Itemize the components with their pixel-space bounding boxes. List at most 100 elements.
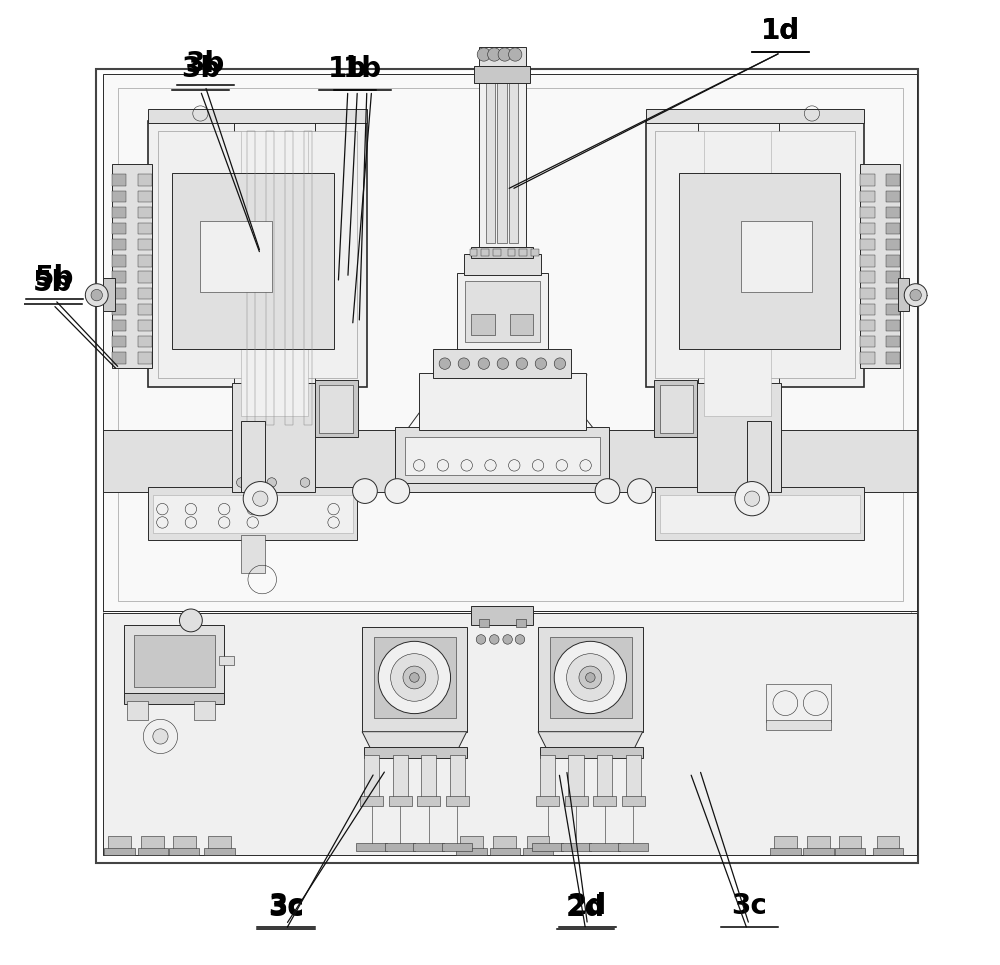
Bar	[803, 847, 834, 855]
Bar	[393, 756, 408, 801]
Bar	[873, 847, 903, 855]
Bar	[622, 796, 645, 806]
Bar	[138, 288, 152, 299]
Circle shape	[353, 479, 377, 504]
Bar	[103, 73, 917, 611]
Circle shape	[567, 653, 614, 702]
Bar	[698, 121, 779, 426]
Polygon shape	[362, 731, 467, 751]
Bar	[112, 271, 126, 283]
Text: 5b: 5b	[33, 269, 73, 297]
Bar	[860, 288, 875, 299]
Bar	[148, 121, 367, 387]
Text: 3c: 3c	[268, 892, 304, 920]
Bar	[538, 627, 643, 731]
Bar	[886, 223, 900, 234]
Bar	[565, 796, 588, 806]
Bar	[138, 175, 152, 185]
Bar	[860, 207, 875, 218]
Bar	[204, 847, 235, 855]
Bar	[138, 847, 168, 855]
Bar	[886, 175, 900, 185]
Bar	[112, 255, 126, 266]
Circle shape	[627, 479, 652, 504]
Bar	[112, 336, 126, 347]
Circle shape	[554, 358, 566, 370]
Bar	[516, 620, 526, 627]
Bar	[774, 837, 797, 850]
Bar	[536, 796, 559, 806]
Bar	[807, 837, 830, 850]
Bar	[112, 223, 126, 234]
Bar	[474, 66, 530, 83]
Bar	[479, 620, 489, 627]
Bar	[208, 837, 231, 850]
Circle shape	[267, 478, 276, 487]
Bar	[285, 130, 293, 426]
Bar	[419, 373, 586, 430]
Bar	[655, 130, 855, 378]
Text: 5b: 5b	[35, 264, 75, 292]
Circle shape	[744, 491, 760, 507]
Bar	[460, 837, 483, 850]
Bar	[138, 336, 152, 347]
Bar	[464, 254, 541, 275]
Bar	[886, 336, 900, 347]
Circle shape	[503, 635, 512, 645]
Bar	[118, 88, 903, 601]
Bar	[356, 843, 387, 850]
Bar	[465, 281, 540, 342]
Circle shape	[497, 358, 509, 370]
Bar	[138, 304, 152, 316]
Bar	[471, 606, 533, 625]
Circle shape	[904, 284, 927, 307]
Text: 1d: 1d	[761, 17, 800, 45]
Bar	[886, 288, 900, 299]
Bar	[835, 847, 865, 855]
Bar	[241, 130, 308, 416]
Bar	[112, 190, 126, 202]
Bar	[510, 315, 533, 335]
Bar	[618, 843, 648, 850]
Circle shape	[516, 358, 528, 370]
Circle shape	[498, 48, 511, 61]
Text: 2d: 2d	[566, 894, 605, 922]
Bar	[442, 843, 472, 850]
Bar	[362, 627, 467, 731]
Bar	[138, 223, 152, 234]
Bar	[241, 421, 265, 492]
Bar	[360, 796, 383, 806]
Bar	[421, 756, 436, 801]
Bar	[886, 190, 900, 202]
Bar	[860, 304, 875, 316]
Bar	[860, 239, 875, 251]
Circle shape	[410, 673, 419, 682]
Bar	[898, 278, 909, 312]
Bar	[860, 223, 875, 234]
Bar	[364, 747, 467, 758]
Bar	[860, 175, 875, 185]
Circle shape	[735, 482, 769, 515]
Text: 1b: 1b	[343, 55, 382, 83]
Bar	[138, 239, 152, 251]
Bar	[479, 80, 526, 247]
Bar	[860, 271, 875, 283]
Bar	[766, 684, 831, 722]
Bar	[241, 535, 265, 573]
Bar	[741, 221, 812, 292]
Bar	[860, 319, 875, 331]
Bar	[493, 249, 501, 256]
Bar	[486, 83, 495, 243]
Bar	[704, 130, 771, 416]
Bar	[540, 756, 555, 801]
Circle shape	[910, 290, 921, 301]
Bar	[886, 319, 900, 331]
Bar	[124, 625, 224, 697]
Bar	[519, 249, 527, 256]
Bar	[597, 756, 612, 801]
Bar	[655, 487, 864, 539]
Bar	[194, 702, 215, 720]
Bar	[561, 843, 591, 850]
Bar	[770, 847, 801, 855]
Circle shape	[535, 358, 547, 370]
